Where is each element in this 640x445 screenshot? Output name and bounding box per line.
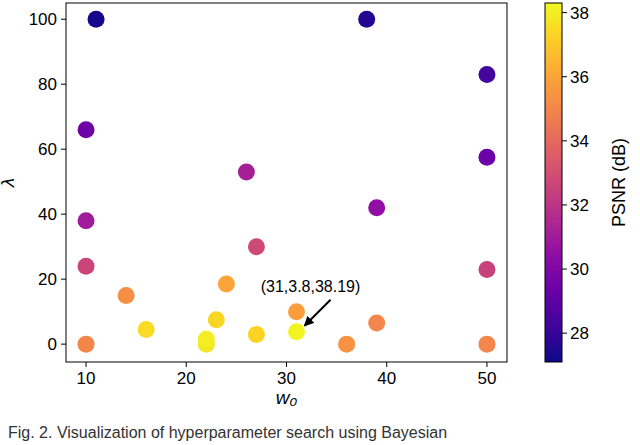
scatter-point (138, 321, 155, 338)
colorbar-tick (562, 12, 567, 13)
scatter-point (218, 276, 235, 293)
x-tick (186, 362, 187, 367)
y-tick-label: 100 (29, 10, 57, 29)
scatter-point (248, 238, 265, 255)
colorbar-tick-label: 30 (570, 260, 589, 279)
scatter-point (478, 261, 495, 278)
x-tick (286, 362, 287, 367)
x-tick-label: 10 (77, 369, 96, 388)
x-tick-label: 50 (477, 369, 496, 388)
x-tick-label: 40 (377, 369, 396, 388)
x-tick-label: 30 (277, 369, 296, 388)
annotation-arrow (305, 300, 331, 326)
x-tick (486, 362, 487, 367)
y-tick-label: 0 (48, 335, 57, 354)
scatter-point (78, 121, 95, 138)
scatter-point (78, 258, 95, 275)
y-tick (61, 19, 66, 20)
scatter-point (238, 163, 255, 180)
y-tick (61, 84, 66, 85)
y-tick (61, 149, 66, 150)
scatter-point (368, 315, 385, 332)
y-tick (61, 214, 66, 215)
y-tick-label: 40 (38, 205, 57, 224)
scatter-point (288, 303, 305, 320)
x-tick-label: 20 (177, 369, 196, 388)
scatter-point (478, 336, 495, 353)
colorbar-tick (562, 269, 567, 270)
scatter-point (288, 323, 305, 340)
scatter-point (248, 326, 265, 343)
colorbar-tick-label: 34 (570, 132, 589, 151)
colorbar-tick-label: 36 (570, 68, 589, 87)
annotation-text: (31,3.8,38.19) (261, 278, 361, 295)
x-tick (386, 362, 387, 367)
x-tick (86, 362, 87, 367)
y-tick-label: 20 (38, 270, 57, 289)
y-tick-label: 60 (38, 140, 57, 159)
scatter-point (198, 331, 215, 348)
scatter-point (208, 311, 225, 328)
scatter-point (78, 212, 95, 229)
scatter-point (478, 149, 495, 166)
colorbar-tick (562, 140, 567, 141)
colorbar-tick-label: 38 (570, 4, 589, 23)
scatter-point (78, 336, 95, 353)
scatter-point (88, 11, 105, 28)
y-tick (61, 344, 66, 345)
y-axis-label: λ (0, 178, 18, 188)
caption: Fig. 2. Visualization of hyperparameter … (8, 424, 447, 441)
colorbar-tick-label: 32 (570, 196, 589, 215)
y-tick-label: 80 (38, 75, 57, 94)
scatter-point (358, 11, 375, 28)
scatter-point (118, 287, 135, 304)
plot-frame (66, 3, 507, 362)
x-axis-label: w₀ (276, 387, 298, 408)
y-tick (61, 279, 66, 280)
colorbar-tick (562, 204, 567, 205)
colorbar (545, 3, 562, 362)
colorbar-tick (562, 333, 567, 334)
scatter-point (368, 199, 385, 216)
colorbar-tick (562, 76, 567, 77)
colorbar-label: PSNR (dB) (609, 138, 629, 227)
scatter-point (478, 66, 495, 83)
scatter-point (338, 336, 355, 353)
colorbar-tick-label: 28 (570, 324, 589, 343)
